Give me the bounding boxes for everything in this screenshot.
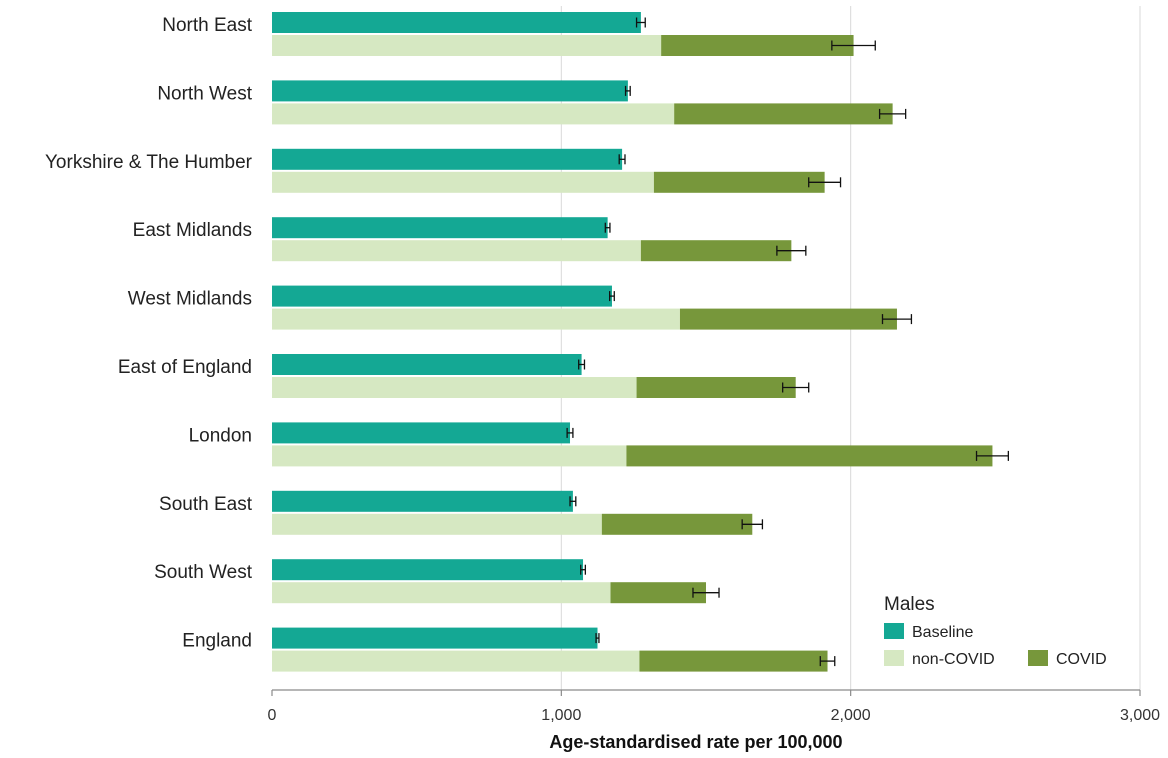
bar-covid-south-east xyxy=(601,513,753,535)
bar-covid-north-west xyxy=(674,103,893,125)
error-bar-covid-south-west xyxy=(692,587,720,598)
error-bar-covid-england xyxy=(819,656,836,667)
category-label-north-east: North East xyxy=(162,15,252,36)
legend-swatch-baseline xyxy=(884,623,904,639)
bar-baseline-west-midlands xyxy=(272,285,612,307)
bar-baseline-south-west xyxy=(272,559,584,581)
category-label-south-west: South West xyxy=(154,562,253,583)
bar-baseline-north-east xyxy=(272,12,641,33)
bar-baseline-east-of-england xyxy=(272,354,582,375)
legend-label-baseline: Baseline xyxy=(912,624,973,641)
legend-label-covid: COVID xyxy=(1056,651,1107,668)
bar-baseline-north-west xyxy=(272,80,628,102)
legend-title: Males xyxy=(884,594,935,615)
bar-non-covid-east-of-england xyxy=(272,377,637,398)
legend: Males Baseline non-COVID COVID xyxy=(884,594,1107,668)
category-label-yorkshire-the-humber: Yorkshire & The Humber xyxy=(45,152,253,173)
x-tick-label: 3,000 xyxy=(1120,707,1160,724)
category-label-london: London xyxy=(189,425,252,446)
legend-label-non-covid: non-COVID xyxy=(912,651,995,668)
error-bar-covid-north-east xyxy=(831,40,876,51)
error-bar-baseline-london xyxy=(566,427,574,438)
bar-non-covid-north-east xyxy=(272,35,662,56)
bar-non-covid-east-midlands xyxy=(272,240,641,262)
error-bars xyxy=(566,17,1010,667)
category-label-west-midlands: West Midlands xyxy=(128,289,252,310)
error-bar-covid-east-of-england xyxy=(782,382,810,393)
bar-baseline-england xyxy=(272,627,598,649)
error-bar-covid-east-midlands xyxy=(776,245,807,256)
error-bar-baseline-england xyxy=(595,633,600,644)
error-bar-baseline-yorkshire-the-humber xyxy=(618,154,626,165)
legend-swatch-non-covid xyxy=(884,650,904,666)
bar-covid-yorkshire-the-humber xyxy=(653,171,825,193)
error-bar-covid-north-west xyxy=(878,108,907,119)
x-axis-title: Age-standardised rate per 100,000 xyxy=(549,732,842,752)
bar-non-covid-south-east xyxy=(272,513,602,535)
bar-non-covid-yorkshire-the-humber xyxy=(272,171,654,193)
category-label-england: England xyxy=(182,631,252,652)
legend-swatch-covid xyxy=(1028,650,1048,666)
bar-covid-london xyxy=(626,445,993,467)
error-bar-covid-west-midlands xyxy=(881,314,913,325)
error-bar-covid-south-east xyxy=(741,519,764,530)
error-bar-baseline-east-midlands xyxy=(604,222,611,233)
bar-non-covid-south-west xyxy=(272,582,611,604)
error-bar-baseline-south-east xyxy=(569,496,577,507)
bar-covid-east-midlands xyxy=(640,240,792,262)
error-bar-baseline-north-east xyxy=(635,17,646,28)
bar-covid-south-west xyxy=(610,582,706,604)
x-tick-label: 1,000 xyxy=(541,707,581,724)
bar-covid-west-midlands xyxy=(679,308,897,330)
category-label-east-of-england: East of England xyxy=(118,357,252,378)
x-tick-label: 0 xyxy=(268,707,277,724)
bar-covid-north-east xyxy=(661,35,854,56)
bar-covid-england xyxy=(639,650,828,672)
bar-baseline-east-midlands xyxy=(272,217,608,239)
bar-baseline-south-east xyxy=(272,490,573,512)
bar-non-covid-north-west xyxy=(272,103,675,125)
bar-non-covid-england xyxy=(272,650,640,672)
x-tick-label: 2,000 xyxy=(831,707,871,724)
error-bar-baseline-west-midlands xyxy=(609,291,615,302)
category-label-east-midlands: East Midlands xyxy=(133,220,252,241)
error-bar-baseline-north-west xyxy=(624,85,631,96)
error-bar-baseline-south-west xyxy=(580,564,586,575)
category-label-north-west: North West xyxy=(157,83,252,104)
bar-non-covid-london xyxy=(272,445,627,467)
bar-baseline-yorkshire-the-humber xyxy=(272,148,623,170)
category-labels: North East North West Yorkshire & The Humb… xyxy=(45,15,253,652)
error-bar-baseline-east-of-england xyxy=(578,359,586,370)
bar-covid-east-of-england xyxy=(636,377,796,398)
x-axis: Age-standardised rate per 100,000 0 1,000… xyxy=(268,689,1160,752)
bar-baseline-london xyxy=(272,422,571,444)
error-bar-covid-yorkshire-the-humber xyxy=(808,177,842,188)
bar-non-covid-west-midlands xyxy=(272,308,680,330)
bars xyxy=(272,12,993,672)
category-label-south-east: South East xyxy=(159,494,253,515)
error-bar-covid-london xyxy=(975,450,1010,461)
